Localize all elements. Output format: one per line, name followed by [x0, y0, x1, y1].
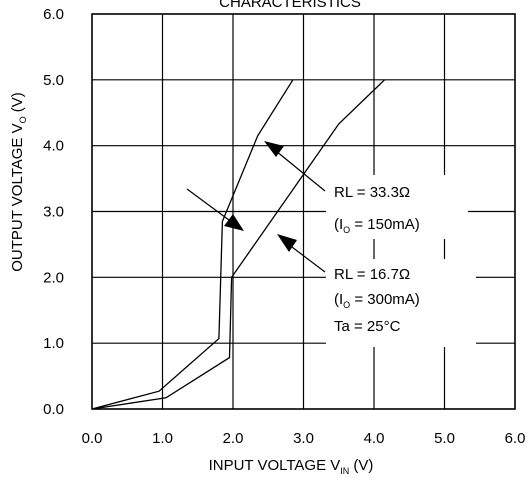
plot-frame	[91, 13, 516, 410]
y-tick-label: 2.0	[43, 269, 64, 286]
y-tick-label: 3.0	[43, 204, 64, 221]
annotation-bg-2	[326, 259, 476, 347]
y-tick-labels: 0.0 1.0 2.0 3.0 4.0 5.0 6.0	[43, 6, 64, 418]
y-tick-label: 0.0	[43, 401, 64, 418]
annotation-io-150: (IO = 150mA)	[334, 216, 420, 235]
leader-line-top	[186, 188, 234, 224]
x-axis-title: INPUT VOLTAGE VIN (V)	[209, 457, 374, 476]
series-line-1	[91, 79, 294, 410]
annotation-bg-1	[326, 175, 468, 239]
annotation-rl-33: RL = 33.3Ω	[334, 184, 410, 201]
y-tick-label: 4.0	[43, 138, 64, 155]
leader-line-curve2	[287, 243, 326, 273]
y-tick-label: 5.0	[43, 72, 64, 89]
x-tick-label: 5.0	[434, 430, 455, 447]
x-tick-label: 0.0	[82, 430, 103, 447]
annotation-io-300: (IO = 300mA)	[334, 291, 420, 310]
leader-arrows	[186, 141, 326, 273]
x-tick-label: 3.0	[293, 430, 314, 447]
x-tick-label: 4.0	[364, 430, 385, 447]
leader-line-curve1	[275, 150, 326, 192]
chart-title: CHARACTERISTICS	[219, 0, 361, 11]
x-tick-label: 1.0	[152, 430, 173, 447]
arrow-head-curve1	[264, 141, 284, 157]
annotation-temperature: Ta = 25°C	[334, 318, 401, 335]
x-tick-labels: 0.0 1.0 2.0 3.0 4.0 5.0 6.0	[82, 430, 526, 447]
y-tick-label: 6.0	[43, 6, 64, 23]
series-group	[91, 79, 386, 410]
arrow-head-curve2	[277, 234, 297, 252]
x-tick-label: 6.0	[505, 430, 526, 447]
series-line-2	[91, 79, 386, 410]
y-axis-title: OUTPUT VOLTAGE VO (V)	[9, 92, 28, 272]
arrow-head-top	[224, 214, 244, 231]
annotation-rl-16: RL = 16.7Ω	[334, 266, 410, 283]
y-tick-label: 1.0	[43, 335, 64, 352]
x-tick-label: 2.0	[223, 430, 244, 447]
